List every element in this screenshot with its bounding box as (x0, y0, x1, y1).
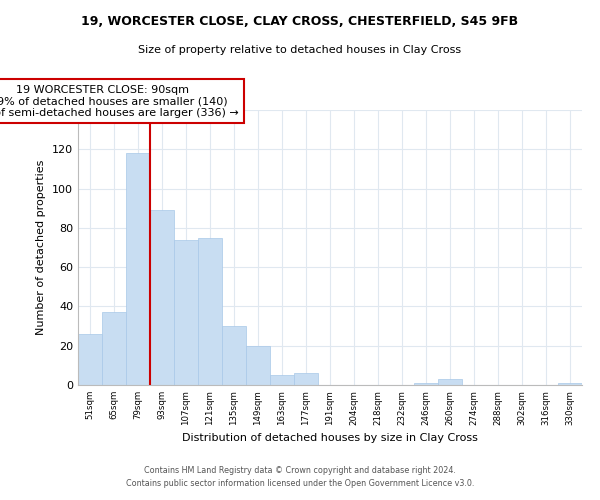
Text: 19, WORCESTER CLOSE, CLAY CROSS, CHESTERFIELD, S45 9FB: 19, WORCESTER CLOSE, CLAY CROSS, CHESTER… (82, 15, 518, 28)
Text: Size of property relative to detached houses in Clay Cross: Size of property relative to detached ho… (139, 45, 461, 55)
Bar (126, 153, 150, 385)
Bar (558, 383, 582, 385)
Bar (414, 383, 438, 385)
Bar (174, 240, 198, 385)
Bar (102, 312, 126, 385)
Bar (294, 373, 318, 385)
Bar (270, 375, 294, 385)
Bar (438, 379, 462, 385)
Bar (246, 346, 270, 385)
Bar (198, 238, 222, 385)
Text: 19 WORCESTER CLOSE: 90sqm
← 29% of detached houses are smaller (140)
71% of semi: 19 WORCESTER CLOSE: 90sqm ← 29% of detac… (0, 84, 238, 118)
Y-axis label: Number of detached properties: Number of detached properties (37, 160, 46, 335)
Text: Contains HM Land Registry data © Crown copyright and database right 2024.
Contai: Contains HM Land Registry data © Crown c… (126, 466, 474, 487)
Bar (222, 326, 246, 385)
Bar (150, 210, 174, 385)
X-axis label: Distribution of detached houses by size in Clay Cross: Distribution of detached houses by size … (182, 433, 478, 443)
Bar (78, 334, 102, 385)
